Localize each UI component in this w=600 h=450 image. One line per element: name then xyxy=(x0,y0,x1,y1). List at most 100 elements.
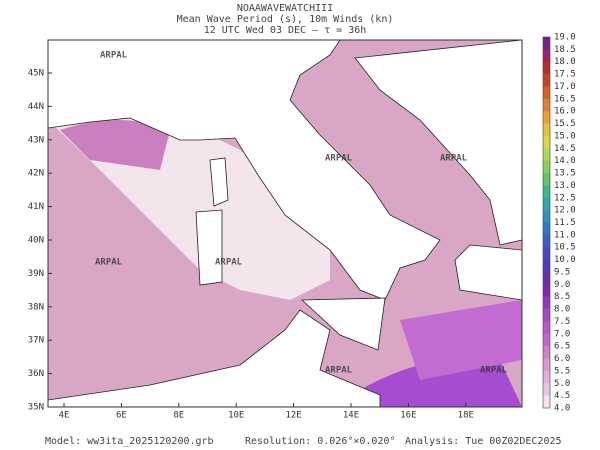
colorbar-segment xyxy=(543,86,550,100)
colorbar-segment xyxy=(543,309,550,322)
sicily xyxy=(301,297,386,351)
lon-label: 16E xyxy=(400,411,416,421)
colorbar-label: 9.5 xyxy=(554,267,570,277)
colorbar-label: 18.5 xyxy=(554,45,576,55)
land-africa xyxy=(48,309,381,407)
colorbar-segment xyxy=(543,123,550,137)
colorbar-label: 7.5 xyxy=(554,317,570,327)
watermark: ARPAL xyxy=(95,258,123,268)
colorbar-segment xyxy=(543,210,550,223)
lon-label: 6E xyxy=(116,411,127,421)
footer-analysis: Analysis: Tue 00Z02DEC2025 xyxy=(405,436,562,447)
watermark: ARPAL xyxy=(480,366,508,376)
lon-label: 4E xyxy=(59,411,70,421)
colorbar-segment xyxy=(543,296,550,310)
lat-label: 42N xyxy=(28,169,44,179)
colorbar-label: 8.0 xyxy=(554,305,570,315)
lon-label: 10E xyxy=(228,411,244,421)
colorbar-label: 6.0 xyxy=(554,354,570,364)
colorbar-label: 5.0 xyxy=(554,379,570,389)
colorbar-label: 4.5 xyxy=(554,391,570,401)
colorbar-label: 16.5 xyxy=(554,94,576,104)
lat-label: 36N xyxy=(28,369,44,379)
lat-label: 35N xyxy=(28,403,44,413)
colorbar-label: 8.5 xyxy=(554,292,570,302)
colorbar-label: 7.0 xyxy=(554,329,570,339)
colorbar-label: 18.0 xyxy=(554,57,576,67)
colorbar-label: 15.5 xyxy=(554,119,576,129)
watermark: ARPAL xyxy=(100,51,128,61)
colorbar-segment xyxy=(543,148,550,161)
watermark: ARPAL xyxy=(215,258,243,268)
colorbar-segment xyxy=(543,160,550,174)
watermark: ARPAL xyxy=(325,366,353,376)
land-greece xyxy=(454,244,522,301)
corsica xyxy=(209,157,229,207)
footer-resolution: Resolution: 0.026°×0.020° xyxy=(245,436,396,447)
colorbar-label: 10.5 xyxy=(554,243,576,253)
colorbar-segment xyxy=(543,74,550,87)
colorbar-label: 16.0 xyxy=(554,107,576,117)
colorbar-label: 4.0 xyxy=(554,404,570,414)
colorbar-segment xyxy=(543,185,550,199)
colorbar-label: 13.0 xyxy=(554,181,576,191)
time-label: 12 UTC Wed 03 DEC — τ = 36h xyxy=(204,25,367,36)
colorbar-segment xyxy=(543,284,550,297)
footer-model: Model: ww3ita_2025120200.grb xyxy=(45,436,214,447)
colorbar-label: 9.0 xyxy=(554,280,570,290)
colorbar-label: 19.0 xyxy=(554,33,576,43)
colorbar-label: 5.5 xyxy=(554,366,570,376)
colorbar-segment xyxy=(543,135,550,149)
colorbar-label: 10.0 xyxy=(554,255,576,265)
colorbar-segment xyxy=(543,247,550,260)
map-frame xyxy=(47,39,523,408)
colorbar-segment xyxy=(543,346,550,359)
sardinia xyxy=(195,209,223,286)
colorbar-label: 12.0 xyxy=(554,206,576,216)
colorbar-segment xyxy=(543,321,550,335)
lon-label: 8E xyxy=(173,411,184,421)
colorbar-label: 17.0 xyxy=(554,82,576,92)
lon-label: 14E xyxy=(343,411,359,421)
watermark: ARPAL xyxy=(325,154,353,164)
lat-label: 38N xyxy=(28,302,44,312)
subtitle: Mean Wave Period (s), 10m Winds (kn) xyxy=(177,14,394,25)
colorbar-segment xyxy=(543,98,550,112)
lon-label: 12E xyxy=(285,411,301,421)
colorbar-label: 14.0 xyxy=(554,156,576,166)
colorbar-segment xyxy=(543,259,550,273)
sea-high xyxy=(400,300,522,380)
watermark: ARPAL xyxy=(440,154,468,164)
lat-label: 39N xyxy=(28,269,44,279)
land-balkans xyxy=(354,40,522,246)
lat-label: 41N xyxy=(28,202,44,212)
colorbar-label: 15.0 xyxy=(554,131,576,141)
colorbar-label: 14.5 xyxy=(554,144,576,154)
lat-label: 43N xyxy=(28,135,44,145)
colorbar-segment xyxy=(543,395,550,409)
colorbar-segment xyxy=(543,271,550,285)
map-area xyxy=(48,40,522,407)
lat-label: 37N xyxy=(28,336,44,346)
colorbar-segment xyxy=(543,111,550,124)
colorbar-label: 12.5 xyxy=(554,193,576,203)
lat-label: 44N xyxy=(28,102,44,112)
lat-label: 40N xyxy=(28,236,44,246)
colorbar-segment xyxy=(543,37,550,50)
colorbar-label: 17.5 xyxy=(554,70,576,80)
colorbar-segment xyxy=(543,358,550,372)
colorbar-label: 11.0 xyxy=(554,230,576,240)
title: NOAAWAVEWATCHIII xyxy=(237,3,333,14)
colorbar-label: 6.5 xyxy=(554,342,570,352)
colorbar-label: 13.5 xyxy=(554,169,576,179)
colorbar-segment xyxy=(543,49,550,63)
lat-label: 45N xyxy=(28,69,44,79)
colorbar-frame xyxy=(542,36,551,409)
colorbar-segment xyxy=(543,234,550,248)
colorbar-segment xyxy=(543,222,550,236)
colorbar-segment xyxy=(543,197,550,211)
colorbar-segment xyxy=(543,173,550,186)
sea-high xyxy=(60,120,170,170)
colorbar-segment xyxy=(543,383,550,396)
